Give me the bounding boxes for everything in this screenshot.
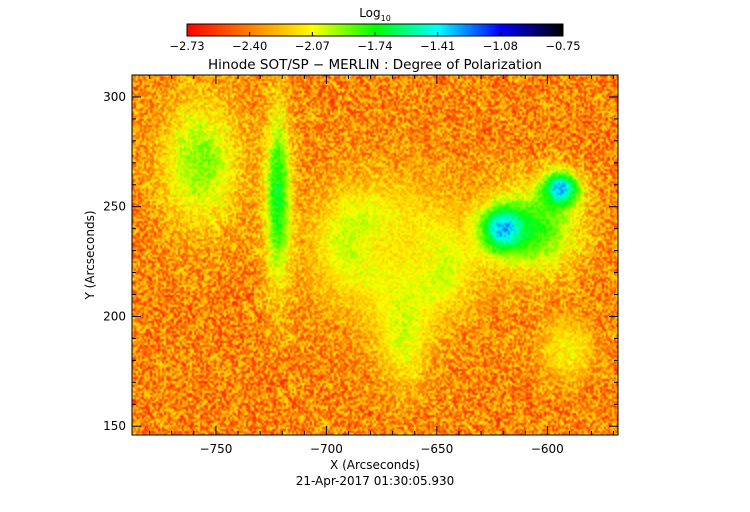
- colorbar-tick-label: −1.08: [483, 39, 518, 53]
- axis-ticks: −750 −700 −650 −600 150 200 250 300: [103, 74, 618, 456]
- colorbar-ticks: −2.73 −2.40 −2.07 −1.74 −1.41 −1.08 −0.75: [169, 32, 581, 53]
- x-axis-label: X (Arcseconds): [330, 458, 420, 472]
- chart-title: Hinode SOT/SP − MERLIN : Degree of Polar…: [208, 57, 542, 73]
- y-axis-label: Y (Arcseconds): [83, 210, 97, 300]
- y-tick-label: 200: [103, 309, 126, 323]
- x-tick-label: −750: [199, 442, 232, 456]
- colorbar-label-base: Log: [359, 6, 380, 20]
- colorbar-tick-label: −2.73: [169, 39, 204, 53]
- colorbar-label-subscript: 10: [381, 14, 391, 23]
- x-tick-label: −650: [420, 442, 453, 456]
- plot-frame: [131, 74, 619, 436]
- y-tick-label: 150: [103, 419, 126, 433]
- timestamp: 21-Apr-2017 01:30:05.930: [296, 474, 455, 488]
- colorbar-tick-label: −1.41: [420, 39, 455, 53]
- polarization-heatmap: [132, 75, 618, 435]
- colorbar-tick-label: −1.74: [357, 39, 392, 53]
- colorbar-label: Log10: [359, 6, 391, 23]
- colorbar-tick-label: −0.75: [545, 39, 580, 53]
- x-tick-label: −700: [310, 442, 343, 456]
- y-tick-label: 300: [103, 90, 126, 104]
- colorbar-tick-label: −2.40: [232, 39, 267, 53]
- colorbar-tick-label: −2.07: [295, 39, 330, 53]
- y-tick-label: 250: [103, 200, 126, 214]
- x-tick-label: −600: [531, 442, 564, 456]
